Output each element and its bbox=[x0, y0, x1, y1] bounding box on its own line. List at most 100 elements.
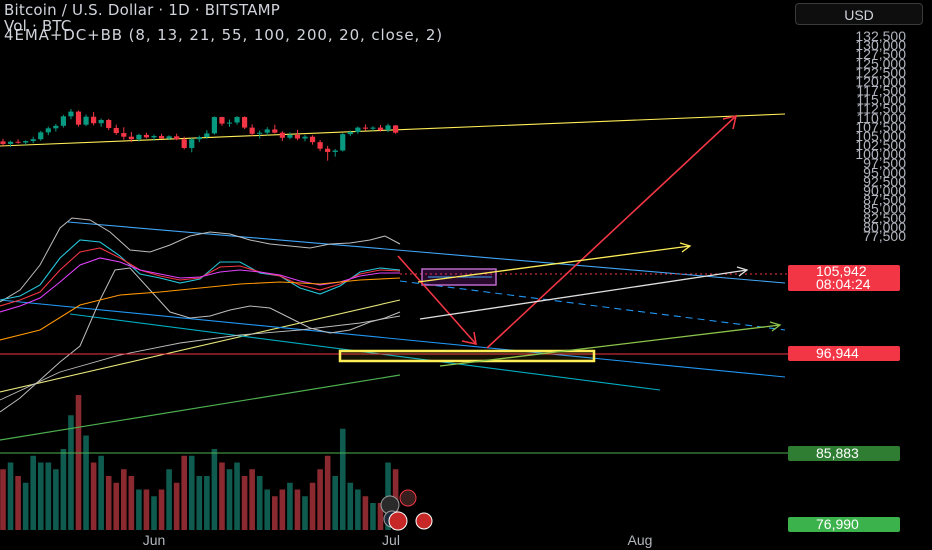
candle-body bbox=[204, 133, 210, 138]
candle-body bbox=[196, 137, 202, 140]
price-axis-tick: 77,500 bbox=[863, 228, 906, 244]
candle-body bbox=[38, 132, 44, 140]
target-arrow-green-head bbox=[769, 321, 782, 332]
volume-bar bbox=[279, 489, 286, 530]
candle-body bbox=[98, 119, 104, 124]
volume-bar bbox=[158, 489, 165, 530]
price-axis-tick: 125,000 bbox=[855, 55, 906, 71]
candle-body bbox=[121, 133, 127, 137]
price-label-green-2: 76,990 bbox=[788, 517, 900, 532]
volume-bar bbox=[272, 496, 278, 530]
candle-body bbox=[91, 116, 97, 124]
volume-bar bbox=[355, 489, 361, 530]
ema-8-line bbox=[0, 239, 401, 301]
event-icon-2[interactable] bbox=[399, 489, 417, 507]
volume-bar bbox=[60, 449, 67, 530]
volume-bar bbox=[226, 469, 233, 530]
volume-bar bbox=[166, 469, 172, 530]
volume-bar bbox=[211, 449, 218, 530]
price-axis-tick: 82,500 bbox=[863, 210, 906, 226]
candle-body bbox=[15, 141, 21, 143]
candle-body bbox=[0, 141, 6, 144]
volume-bar bbox=[188, 455, 195, 530]
price-axis-tick: 130,000 bbox=[855, 37, 906, 53]
volume-bar bbox=[143, 489, 150, 530]
time-axis-tick: Jul bbox=[382, 532, 400, 548]
volume-bar bbox=[53, 469, 59, 530]
volume-bar bbox=[75, 395, 82, 530]
price-axis-tick: 105,000 bbox=[855, 128, 906, 144]
target-line-green bbox=[439, 324, 781, 367]
price-axis-tick: 132,500 bbox=[855, 28, 906, 44]
candle-body bbox=[68, 111, 74, 117]
volume-bar bbox=[302, 496, 308, 530]
price-axis-tick: 107,500 bbox=[855, 119, 906, 135]
volume-bar bbox=[22, 482, 29, 530]
candle-body bbox=[181, 139, 187, 148]
candle-body bbox=[23, 141, 29, 143]
channel-top-line bbox=[67, 221, 786, 284]
volume-bar bbox=[98, 455, 104, 530]
candle-body bbox=[128, 136, 134, 140]
volume-bar bbox=[339, 428, 346, 530]
candle-body bbox=[166, 136, 172, 139]
yellow-zone-box bbox=[338, 349, 596, 363]
volume-bar bbox=[83, 435, 89, 530]
volume-bar bbox=[181, 455, 187, 530]
event-icons[interactable] bbox=[380, 489, 433, 531]
us-flag-icon-2[interactable] bbox=[415, 512, 433, 530]
target-line-yellow bbox=[417, 245, 691, 283]
volume-bar bbox=[15, 476, 21, 530]
volume-bar bbox=[309, 482, 316, 530]
volume-bar bbox=[332, 476, 338, 530]
volume-bar bbox=[249, 469, 255, 530]
candle-body bbox=[219, 117, 225, 124]
volume-bars bbox=[0, 395, 399, 530]
price-axis-tick: 112,500 bbox=[856, 101, 906, 117]
ema-200-line bbox=[0, 374, 401, 441]
candle-body bbox=[272, 129, 278, 133]
volume-bar bbox=[68, 415, 74, 530]
time-axis[interactable]: Jun Jul Aug bbox=[143, 532, 653, 548]
candles bbox=[0, 109, 399, 161]
candle-body bbox=[106, 119, 112, 128]
price-axis-tick: 115,000 bbox=[856, 92, 906, 108]
candle-body bbox=[279, 132, 285, 138]
channel-mid-line bbox=[399, 280, 786, 331]
price-axis-tick: 122,500 bbox=[855, 64, 906, 80]
candle-body bbox=[113, 127, 119, 134]
current-price-value: 105,942 bbox=[816, 263, 867, 279]
volume-bar bbox=[294, 489, 301, 530]
candle-body bbox=[347, 131, 353, 135]
price-axis-tick: 127,500 bbox=[855, 46, 906, 62]
bar-countdown: 08:04:24 bbox=[816, 276, 871, 292]
price-axis-tick: 87,500 bbox=[863, 192, 906, 208]
us-flag-icon[interactable] bbox=[388, 511, 408, 531]
indicator-label[interactable]: 4EMA+DC+BB (8, 13, 21, 55, 100, 200, 20,… bbox=[4, 26, 444, 44]
channel-bottom-line bbox=[0, 299, 786, 378]
time-axis-tick: Aug bbox=[628, 532, 653, 548]
volume-bar bbox=[219, 462, 225, 530]
price-axis-tick: 120,000 bbox=[855, 73, 906, 89]
currency-button[interactable]: USD bbox=[795, 3, 923, 25]
candle-body bbox=[325, 148, 331, 152]
upper-trend-line bbox=[0, 113, 786, 147]
up-arrow-head bbox=[722, 114, 738, 130]
candle-body bbox=[257, 132, 263, 134]
volume-bar bbox=[121, 469, 127, 530]
candle-body bbox=[211, 117, 217, 134]
chart-title: Bitcoin / U.S. Dollar · 1D · BITSTAMP bbox=[4, 1, 281, 19]
volume-bar bbox=[173, 482, 180, 530]
ema-13-line bbox=[0, 247, 401, 307]
candle-body bbox=[189, 139, 195, 148]
indicator-lines bbox=[0, 113, 788, 454]
volume-bar bbox=[151, 496, 157, 530]
volume-bar bbox=[377, 503, 384, 530]
price-axis-tick: 110,000 bbox=[856, 110, 906, 126]
price-axis[interactable]: 132,500130,000127,500125,000122,500120,0… bbox=[855, 28, 906, 244]
candle-body bbox=[75, 111, 82, 125]
down-arrow-head bbox=[461, 331, 477, 346]
price-axis-tick: 102,500 bbox=[855, 137, 906, 153]
candle-body bbox=[332, 150, 338, 152]
